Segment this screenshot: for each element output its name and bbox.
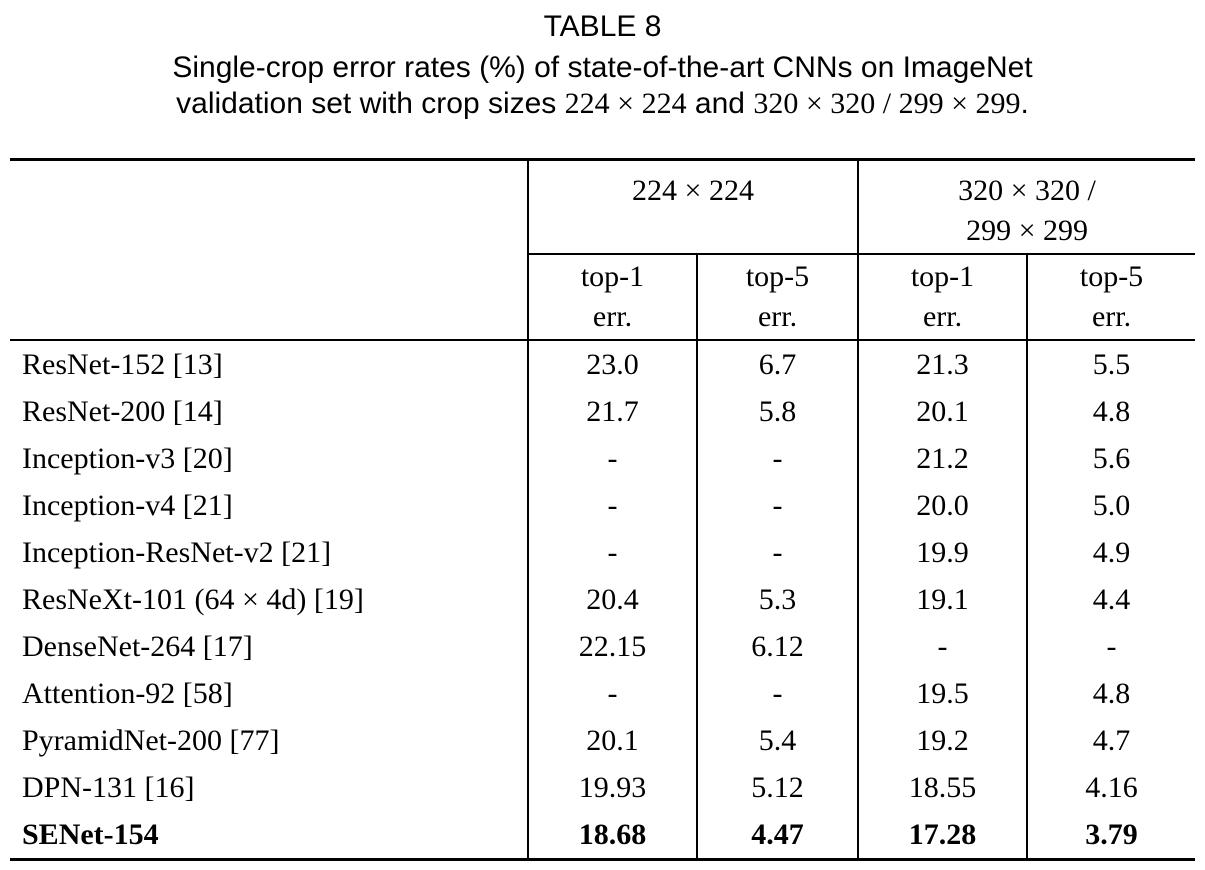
model-name-cell: DPN-131 [16] [22,771,195,804]
value-cell: - [695,529,859,576]
model-name-cell: Inception-v3 [20] [22,442,233,475]
value-cell: 19.1 [857,576,1028,623]
model-name-cell: Inception-v4 [21] [22,489,233,522]
table-row: DPN-131 [16] 19.93 5.12 18.55 4.16 [10,764,1196,811]
value-cell: 20.1 [527,717,697,764]
value-cell: 5.0 [1026,482,1196,529]
column-group-header-row: 224 × 224 320 × 320 / 299 × 299 [10,159,1196,255]
value-cell: 19.9 [857,529,1028,576]
model-name-cell: DenseNet-264 [17] [22,630,253,663]
header-line: top-1 [580,260,645,293]
value-cell: 4.8 [1026,670,1196,717]
value-cell: 20.4 [527,576,697,623]
value-cell: 21.3 [857,340,1028,388]
value-cell: 4.47 [695,811,859,860]
caption-text: . [1020,87,1029,120]
value-cell: 5.8 [695,388,859,435]
paper-page: TABLE 8 Single-crop error rates (%) of s… [0,8,1205,870]
caption-line-2: validation set with crop sizes 224 × 224… [0,86,1205,122]
caption-line-1: Single-crop error rates (%) of state-of-… [172,51,1033,84]
model-name-cell: ResNet-200 [14] [22,395,223,428]
table-row: Attention-92 [58] - - 19.5 4.8 [10,670,1196,717]
value-cell: 17.28 [857,811,1028,860]
value-cell: - [695,482,859,529]
model-name-cell: Inception-ResNet-v2 [21] [22,536,332,569]
value-cell: 20.1 [857,388,1028,435]
value-cell: 5.4 [695,717,859,764]
header-line: err. [922,300,963,333]
caption-crop-size-large: 320 × 320 / 299 × 299 [753,87,1021,120]
value-cell: 4.4 [1026,576,1196,623]
value-cell: 6.7 [695,340,859,388]
value-cell: 4.8 [1026,388,1196,435]
value-cell: 4.7 [1026,717,1196,764]
header-top1-err-320: top-1 err. [857,254,1028,341]
header-line: top-5 [1079,260,1144,293]
model-name-cell: PyramidNet-200 [77] [22,724,280,757]
value-cell: 4.16 [1026,764,1196,811]
value-cell: 5.5 [1026,340,1196,388]
sub-header-row: top-1 err. top-5 err. top-1 err. top-5 e… [10,254,1196,341]
value-cell: 3.79 [1026,811,1196,860]
column-group-label-line2: 299 × 299 [966,214,1088,247]
value-cell: - [527,529,697,576]
caption-text: and [686,87,754,120]
caption-text: validation set with crop sizes [176,87,565,120]
corner-empty-cell [10,254,528,341]
value-cell: 19.93 [527,764,697,811]
model-name-cell: Attention-92 [58] [22,677,233,710]
value-cell: 19.5 [857,670,1028,717]
value-cell: 5.3 [695,576,859,623]
value-cell: 5.12 [695,764,859,811]
value-cell: 21.2 [857,435,1028,482]
header-top5-err-224: top-5 err. [695,254,859,341]
value-cell: 20.0 [857,482,1028,529]
value-cell: 22.15 [527,623,697,670]
table-row: Inception-v3 [20] - - 21.2 5.6 [10,435,1196,482]
caption-crop-size-small: 224 × 224 [564,87,687,120]
corner-empty-cell [10,160,528,255]
table-number-heading: TABLE 8 [543,10,662,43]
column-group-320-299: 320 × 320 / 299 × 299 [857,159,1196,255]
column-group-label: 224 × 224 [632,174,754,207]
value-cell: 23.0 [527,340,697,388]
header-line: err. [757,300,798,333]
table-row: PyramidNet-200 [77] 20.1 5.4 19.2 4.7 [10,717,1196,764]
table-row: DenseNet-264 [17] 22.15 6.12 - - [10,623,1196,670]
model-name-cell: ResNet-152 [13] [22,348,223,381]
column-group-label-line1: 320 × 320 / [958,174,1096,207]
column-group-224: 224 × 224 [526,159,859,255]
header-line: top-5 [745,260,810,293]
value-cell: 5.6 [1026,435,1196,482]
header-top5-err-320: top-5 err. [1026,254,1196,341]
value-cell: 6.12 [695,623,859,670]
model-name-cell: ResNeXt-101 (64 × 4d) [19] [22,583,364,616]
value-cell: - [1026,623,1196,670]
header-line: top-1 [910,260,975,293]
value-cell: 18.55 [857,764,1028,811]
table-row: ResNet-152 [13] 23.0 6.7 21.3 5.5 [10,340,1196,388]
header-line: err. [1091,300,1132,333]
table-caption: Single-crop error rates (%) of state-of-… [0,50,1205,122]
value-cell: - [695,435,859,482]
value-cell: 4.9 [1026,529,1196,576]
results-table: 224 × 224 320 × 320 / 299 × 299 top-1 er… [10,158,1196,861]
value-cell: 21.7 [527,388,697,435]
header-line: err. [592,300,633,333]
value-cell: - [527,670,697,717]
value-cell: - [857,623,1028,670]
value-cell: - [527,482,697,529]
value-cell: 18.68 [527,811,697,860]
table-row: Inception-ResNet-v2 [21] - - 19.9 4.9 [10,529,1196,576]
table-row-senet-highlight: SENet-154 18.68 4.47 17.28 3.79 [10,811,1196,860]
value-cell: 19.2 [857,717,1028,764]
table-row: ResNet-200 [14] 21.7 5.8 20.1 4.8 [10,388,1196,435]
model-name-cell: SENet-154 [22,818,159,851]
value-cell: - [695,670,859,717]
value-cell: - [527,435,697,482]
header-top1-err-224: top-1 err. [527,254,697,341]
table-row: Inception-v4 [21] - - 20.0 5.0 [10,482,1196,529]
table-row: ResNeXt-101 (64 × 4d) [19] 20.4 5.3 19.1… [10,576,1196,623]
